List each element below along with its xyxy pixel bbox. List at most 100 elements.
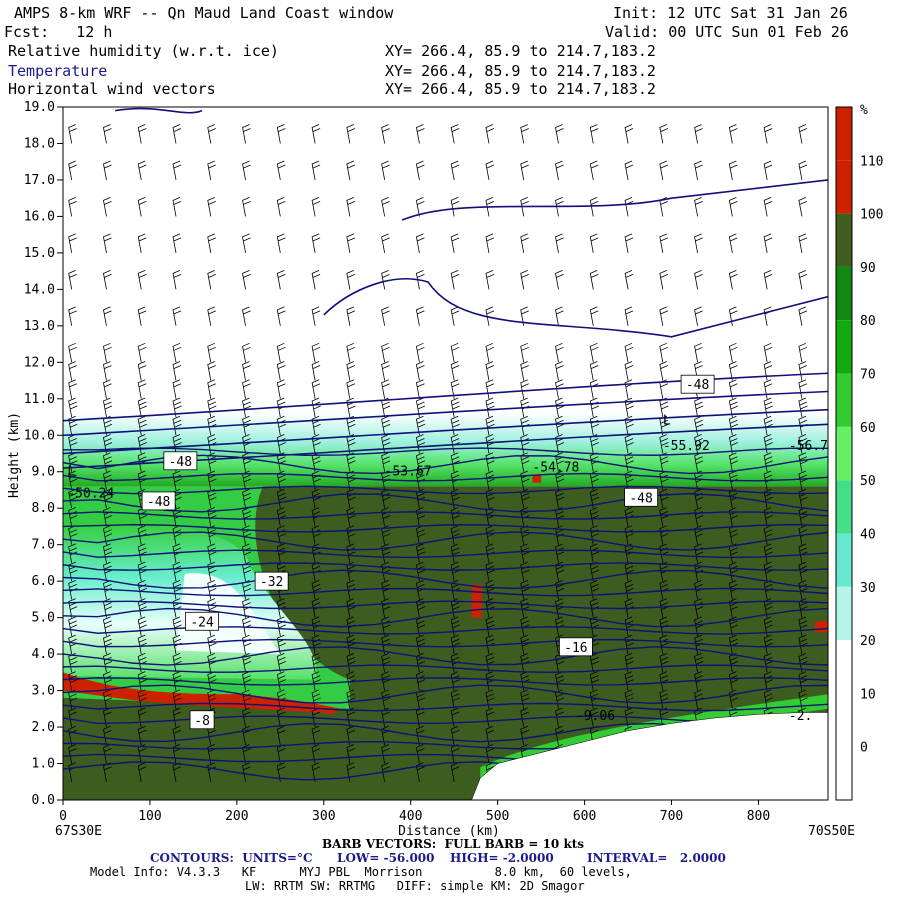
wind-barb [346,634,356,655]
wind-barb [624,671,634,691]
extremum-label: -9.06 [576,709,615,724]
wind-barb [346,762,356,782]
wind-barb [346,725,356,746]
wind-barb [763,342,773,363]
wind-barb [346,342,356,363]
isotherm-label: -16 [564,641,587,656]
wind-barb [172,707,182,728]
wind-barb [276,379,286,399]
wind-barb [346,744,356,764]
wind-barb [728,415,739,436]
wind-barb [276,342,286,363]
model-info-line1: Model Info: V4.3.3 KF MYJ PBL Morrison 8… [90,865,632,879]
wind-barb [207,379,216,399]
wind-barb [555,233,564,253]
wind-barb [311,652,321,673]
wind-barb [276,233,286,253]
wind-barb [172,361,182,381]
colorbar-label: 70 [860,368,876,383]
x-tick-label: 300 [312,809,335,824]
wind-barb [242,270,251,290]
y-tick-label: 0.0 [32,793,55,808]
contours-interval: INTERVAL= 2.0000 [587,851,726,865]
wind-barb [207,160,216,181]
wind-barb [137,233,147,253]
colorbar-swatch [836,640,852,694]
wind-barb [415,379,425,399]
wind-barb [381,434,391,454]
wind-barb [137,270,147,290]
wind-barb [68,434,78,454]
wind-barb [207,634,217,655]
wind-barb [242,342,251,363]
wind-barb [485,342,495,363]
wind-barb [485,361,495,381]
extremum-label: L [67,464,75,479]
wind-barb [276,543,286,563]
wind-barb [728,124,738,144]
extremum-label: -2. [789,709,812,724]
wind-barb [798,197,808,217]
wind-barb [728,397,739,418]
wind-barb [763,361,773,381]
wind-barb [172,270,182,290]
isotherm-line [63,511,828,520]
wind-barb [798,160,808,181]
wind-barb [520,361,529,381]
wind-barb [311,342,321,363]
colorbar-label: 0 [860,741,868,756]
isotherm-line [63,472,828,482]
wind-barb [103,397,113,418]
wind-barb [68,197,77,217]
isotherm-line [63,492,828,513]
wind-barb [415,270,425,290]
wind-barb [276,124,286,144]
wind-barb [589,124,599,144]
wind-barb [68,160,77,181]
wind-barb [763,561,773,582]
isotherm-label-box [624,487,658,507]
wind-barb [242,160,251,181]
wind-barb [728,342,738,363]
wind-barb [520,707,529,728]
wind-barb [381,762,390,782]
rh-supersaturated-patch [814,621,828,633]
isotherm-line [63,684,828,705]
wind-barb [346,652,356,673]
extremum-label: -53.67 [385,464,432,479]
wind-barb [103,634,113,655]
wind-barb [381,379,390,399]
wind-barb [589,270,599,290]
model-info-line2: LW: RRTM SW: RRTMG DIFF: simple KM: 2D S… [245,879,585,893]
wind-barb [450,616,460,636]
wind-barb [694,197,703,217]
y-tick-label: 13.0 [24,319,55,334]
wind-barb [485,415,495,436]
wind-barb [624,270,634,290]
wind-barb [520,725,529,746]
colorbar-swatch [836,107,852,161]
wind-barb [450,160,460,181]
isotherm-line [323,278,828,338]
isotherm-label-box [141,491,176,511]
wind-barb [659,507,669,527]
x-axis-label: Distance (km) [398,824,500,839]
wind-barb [172,306,182,326]
wind-barb [798,470,808,491]
contours-low: LOW= -56.000 [337,851,435,865]
wind-barb [728,160,738,181]
wind-barb [624,652,634,673]
wind-barb [207,270,216,290]
wind-barb [485,124,495,144]
wind-barb [520,543,530,563]
y-tick-label: 4.0 [32,647,55,662]
wind-barb [415,361,425,381]
extremum-label: -55.92 [663,439,710,454]
wind-barb [172,415,182,436]
colorbar-label: 60 [860,421,876,436]
y-tick-label: 19.0 [24,100,55,115]
wind-barb [242,762,251,782]
wind-barb [694,124,703,144]
wind-barb [589,306,599,326]
